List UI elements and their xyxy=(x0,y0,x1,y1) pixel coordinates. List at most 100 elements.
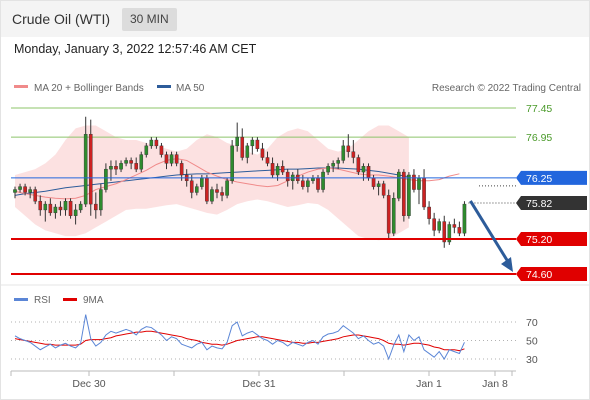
candle-body xyxy=(245,145,250,158)
candle-body xyxy=(189,180,194,193)
candle-body xyxy=(316,177,320,190)
candle-body xyxy=(28,189,32,193)
candle-body xyxy=(154,139,159,147)
candle-body xyxy=(255,139,260,149)
candle-body xyxy=(149,139,154,147)
datetime-label: Monday, January 3, 2022 12:57:46 AM CET xyxy=(14,42,257,56)
candle-body xyxy=(13,189,17,193)
candle-body xyxy=(129,160,133,164)
candle-body xyxy=(58,206,63,211)
support-level-tag xyxy=(516,232,587,247)
candle-body xyxy=(417,177,421,190)
candle-body xyxy=(397,171,401,199)
candle-body xyxy=(346,145,351,152)
candle-body xyxy=(280,166,285,173)
candle-body xyxy=(194,186,199,193)
projection-arrowhead xyxy=(501,257,513,272)
candle-body xyxy=(114,166,118,170)
last-level-label: 75.82 xyxy=(526,198,552,210)
candle-body xyxy=(63,200,68,211)
ma20-legend-swatch xyxy=(14,85,28,88)
candle-body xyxy=(285,171,290,182)
level-lines: 77.45 76.95 76.25 75.82 75.20 74.60 xyxy=(11,103,587,281)
candle-body xyxy=(53,206,58,214)
candle-body xyxy=(341,145,346,161)
candle-body xyxy=(301,180,305,187)
candle-body xyxy=(356,157,361,173)
candle-body xyxy=(361,166,366,173)
candle-body xyxy=(386,195,391,234)
candle-body xyxy=(366,166,371,179)
resistance-label: 77.45 xyxy=(526,103,552,115)
candle-body xyxy=(109,166,113,170)
candle-body xyxy=(452,224,457,228)
candle-body xyxy=(225,180,229,196)
bollinger-band xyxy=(15,125,409,241)
candle-body xyxy=(48,203,53,214)
candle-body xyxy=(119,163,123,170)
x-tick-label: Jan 1 xyxy=(416,378,442,390)
rsi-legend-label: RSI xyxy=(34,295,51,306)
candle-body xyxy=(200,177,204,187)
projection-arrow-shaft xyxy=(469,200,512,266)
candle-body xyxy=(351,151,356,158)
ma20-legend-label: MA 20 + Bollinger Bands xyxy=(34,83,144,94)
x-tick-label: Dec 31 xyxy=(242,378,275,390)
rsi-legend-swatch xyxy=(14,298,28,301)
candle-body xyxy=(23,186,27,193)
candle-body xyxy=(230,145,234,182)
rsi-ma-line xyxy=(14,330,465,352)
candle-body xyxy=(38,200,43,211)
x-tick-label: Dec 30 xyxy=(72,378,105,390)
candle-body xyxy=(376,183,381,187)
candle-body xyxy=(78,203,83,211)
pivot-level-label: 76.25 xyxy=(526,173,552,185)
pivot-level-tag xyxy=(516,170,587,185)
candle-body xyxy=(331,163,335,167)
last-level-tag xyxy=(516,195,587,210)
candle-body xyxy=(220,192,224,196)
candle-body xyxy=(442,221,447,243)
x-axis-ticks: Dec 30 Dec 31 Jan 1 Jan 8 xyxy=(10,371,513,390)
candle-body xyxy=(427,206,431,219)
candle-body xyxy=(265,157,270,164)
support-level-label: 75.20 xyxy=(526,234,552,246)
support-level-label: 74.60 xyxy=(526,269,552,281)
candle-body xyxy=(412,174,416,190)
rsi-plot: 70 50 30 xyxy=(11,314,538,366)
header-bar: Crude Oil (WTI) 30 MIN xyxy=(1,1,589,37)
candle-body xyxy=(447,224,452,243)
candle-body xyxy=(205,177,209,202)
candle-body xyxy=(235,136,240,147)
timeframe-badge[interactable]: 30 MIN xyxy=(122,8,177,31)
credit-text: Research © 2022 Trading Central xyxy=(432,83,581,94)
candle-body xyxy=(134,163,139,170)
rsi-line xyxy=(14,314,465,361)
candle-body xyxy=(33,189,37,202)
candle-body xyxy=(93,203,98,211)
candle-body xyxy=(88,134,93,205)
candle-body xyxy=(422,177,426,208)
candle-body xyxy=(124,160,128,164)
candle-body xyxy=(179,163,184,176)
support-level-tag xyxy=(516,267,587,281)
candle-body xyxy=(240,136,245,158)
candle-body xyxy=(144,145,149,155)
ma50-legend-swatch xyxy=(157,85,171,88)
rsi-tick-label: 30 xyxy=(526,354,538,366)
candle-body xyxy=(457,227,462,234)
candle-body xyxy=(139,154,144,170)
candle-body xyxy=(336,160,341,164)
candle-body xyxy=(437,221,442,231)
instrument-title: Crude Oil (WTI) xyxy=(12,11,110,27)
candle-body xyxy=(104,168,108,190)
ma50-legend-label: MA 50 xyxy=(176,83,205,94)
candle-body xyxy=(321,171,325,190)
candle-body xyxy=(260,148,265,158)
candle-body xyxy=(381,183,386,196)
candle-body xyxy=(210,189,214,202)
candle-body xyxy=(432,218,436,231)
rsi-ma-legend-label: 9MA xyxy=(83,295,104,306)
candle-body xyxy=(306,180,310,187)
